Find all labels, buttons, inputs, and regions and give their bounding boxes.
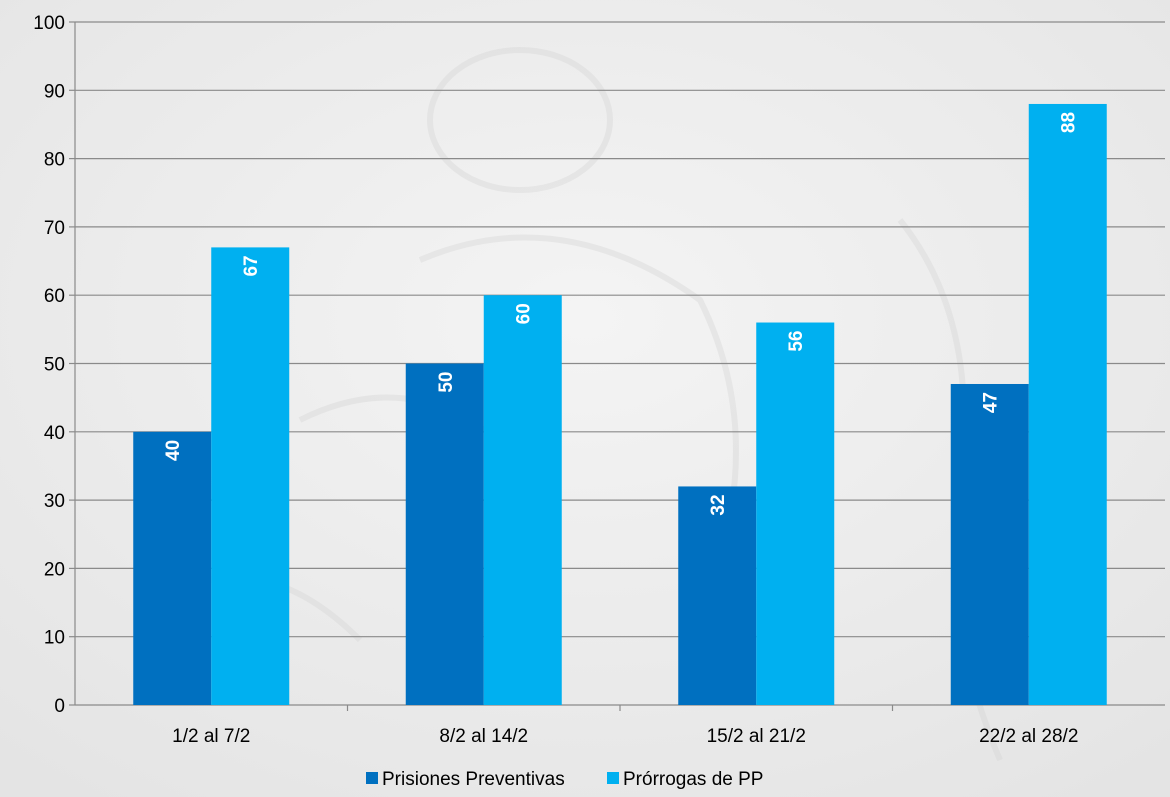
y-tick-label: 90 [44, 81, 65, 102]
y-tick-label: 40 [44, 423, 65, 444]
legend-swatch [366, 772, 378, 784]
data-label: 40 [163, 440, 184, 461]
data-label: 50 [436, 372, 457, 393]
data-label: 67 [241, 255, 262, 276]
bar-prorrogas [756, 322, 835, 705]
data-labels: 40 67 50 60 32 56 47 88 [163, 112, 1080, 516]
bar-prisiones [405, 363, 484, 705]
legend-label: Prórrogas de PP [623, 769, 763, 790]
x-tick-label: 22/2 al 28/2 [979, 726, 1078, 747]
y-tick-label: 80 [44, 150, 65, 171]
y-tick-label: 60 [44, 286, 65, 307]
bars [133, 103, 1107, 705]
bar-prorrogas [211, 247, 290, 705]
bar-prisiones [678, 486, 757, 705]
data-label: 60 [514, 303, 535, 324]
y-tick-label: 50 [44, 355, 65, 376]
data-label: 32 [708, 494, 729, 515]
bar-prisiones [950, 383, 1029, 705]
y-tick-label: 10 [44, 628, 65, 649]
data-label: 56 [786, 331, 807, 352]
legend: Prisiones Preventivas Prórrogas de PP [366, 769, 763, 790]
y-tick-label: 30 [44, 491, 65, 512]
legend-label: Prisiones Preventivas [382, 769, 565, 790]
data-label: 88 [1059, 112, 1080, 133]
legend-swatch [607, 772, 619, 784]
y-tick-label: 70 [44, 218, 65, 239]
x-tick-label: 8/2 al 14/2 [439, 726, 528, 747]
y-tick-label: 20 [44, 559, 65, 580]
data-label: 47 [981, 392, 1002, 413]
x-tick-label: 1/2 al 7/2 [172, 726, 250, 747]
bar-prorrogas [483, 295, 562, 705]
bar-prorrogas [1028, 103, 1107, 705]
y-tick-label: 0 [54, 696, 65, 717]
y-tick-label: 100 [33, 13, 65, 34]
x-tick-label: 15/2 al 21/2 [707, 726, 806, 747]
bar-prisiones [133, 431, 212, 705]
